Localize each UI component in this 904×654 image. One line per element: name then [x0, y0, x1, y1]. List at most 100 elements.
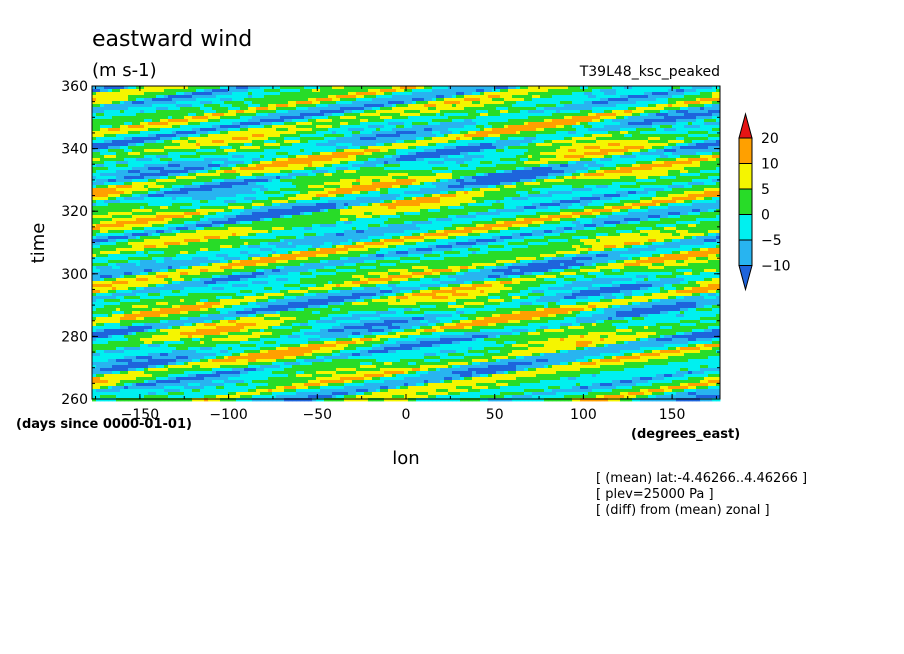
field-cell	[256, 122, 261, 126]
field-cell	[444, 158, 449, 162]
field-cell	[668, 176, 673, 180]
field-cell	[124, 116, 129, 120]
field-cell	[400, 116, 405, 120]
field-cell	[556, 161, 561, 165]
field-cell	[592, 164, 597, 168]
field-cell	[476, 167, 481, 171]
field-cell	[660, 170, 665, 174]
field-cell	[136, 125, 141, 129]
field-cell	[192, 131, 197, 135]
field-cell	[316, 86, 321, 90]
field-cell	[500, 86, 505, 90]
field-cell	[292, 143, 297, 147]
field-cell	[608, 128, 613, 132]
field-cell	[692, 113, 697, 117]
field-cell	[120, 113, 125, 117]
field-cell	[608, 146, 613, 150]
field-cell	[628, 128, 633, 132]
field-cell	[408, 113, 413, 117]
field-cell	[120, 86, 125, 90]
field-cell	[256, 170, 261, 174]
field-cell	[404, 143, 409, 147]
field-cell	[692, 155, 697, 159]
field-cell	[168, 146, 173, 150]
field-cell	[684, 86, 689, 90]
field-cell	[448, 110, 453, 114]
field-cell	[340, 89, 345, 93]
field-cell	[140, 122, 145, 126]
field-cell	[184, 125, 189, 129]
field-cell	[640, 164, 645, 168]
field-cell	[608, 107, 613, 111]
field-cell	[496, 131, 501, 135]
field-cell	[588, 86, 593, 90]
field-cell	[292, 92, 297, 96]
field-cell	[516, 149, 521, 153]
field-cell	[100, 140, 105, 144]
field-cell	[480, 179, 485, 183]
field-cell	[676, 137, 681, 141]
field-cell	[496, 149, 501, 153]
field-cell	[624, 116, 629, 120]
field-cell	[348, 122, 353, 126]
field-cell	[508, 161, 513, 165]
field-cell	[660, 116, 665, 120]
field-cell	[604, 170, 609, 174]
field-cell	[368, 98, 373, 102]
field-cell	[716, 140, 721, 144]
field-cell	[116, 110, 121, 114]
field-cell	[336, 161, 341, 165]
field-cell	[464, 161, 469, 165]
field-cell	[360, 176, 365, 180]
field-cell	[480, 116, 485, 120]
field-cell	[224, 119, 229, 123]
field-cell	[580, 86, 585, 90]
field-cell	[700, 143, 705, 147]
field-cell	[116, 164, 121, 168]
field-cell	[476, 131, 481, 135]
field-cell	[484, 110, 489, 114]
field-cell	[156, 173, 161, 177]
field-cell	[476, 110, 481, 114]
field-cell	[276, 179, 281, 183]
field-cell	[192, 110, 197, 114]
field-cell	[180, 86, 185, 90]
field-cell	[264, 116, 269, 120]
field-cell	[352, 152, 357, 156]
field-cell	[548, 131, 553, 135]
field-cell	[240, 161, 245, 165]
field-cell	[108, 164, 113, 168]
field-cell	[92, 89, 97, 93]
field-cell	[116, 131, 121, 135]
field-cell	[608, 137, 613, 141]
field-cell	[100, 137, 105, 141]
field-cell	[536, 92, 541, 96]
field-cell	[332, 92, 337, 96]
field-cell	[284, 137, 289, 141]
field-cell	[432, 122, 437, 126]
field-cell	[508, 89, 513, 93]
field-cell	[112, 125, 117, 129]
field-cell	[648, 176, 653, 180]
field-cell	[524, 152, 529, 156]
field-cell	[360, 113, 365, 117]
field-cell	[632, 146, 637, 150]
field-cell	[620, 119, 625, 123]
field-cell	[412, 101, 417, 105]
field-cell	[152, 146, 157, 150]
field-cell	[248, 95, 253, 99]
field-cell	[364, 173, 369, 177]
field-cell	[664, 143, 669, 147]
field-cell	[568, 131, 573, 135]
field-cell	[308, 122, 313, 126]
field-cell	[244, 119, 249, 123]
field-cell	[604, 164, 609, 168]
field-cell	[320, 92, 325, 96]
field-cell	[556, 164, 561, 168]
field-cell	[336, 92, 341, 96]
field-cell	[656, 104, 661, 108]
field-cell	[540, 149, 545, 153]
field-cell	[148, 152, 153, 156]
field-cell	[684, 110, 689, 114]
field-cell	[440, 116, 445, 120]
